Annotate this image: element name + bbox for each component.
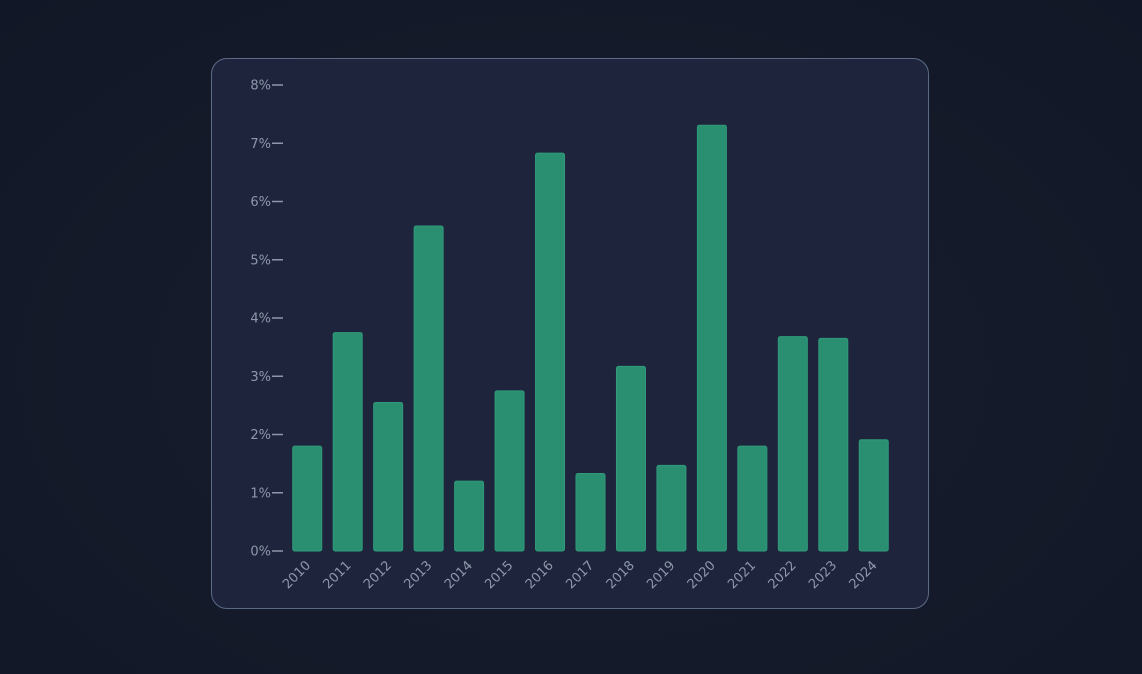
y-tick-label: 3% — [250, 370, 271, 385]
x-tick-label: 2013 — [401, 558, 435, 592]
bar-2010 — [292, 445, 323, 552]
bar-2015 — [494, 390, 525, 552]
y-tick-label: 2% — [250, 428, 271, 443]
bar-2013 — [413, 225, 444, 552]
bar-2024 — [858, 439, 889, 552]
y-tick-label: 0% — [250, 545, 271, 560]
x-tick-label: 2019 — [644, 558, 678, 592]
x-tick-label: 2012 — [361, 558, 395, 592]
bar-2023 — [818, 337, 849, 552]
x-tick-label: 2011 — [321, 558, 355, 592]
y-tick-label: 7% — [250, 137, 271, 152]
y-axis: 0% 1% 2% 3% 4% 5% 6% 7% 8% — [250, 79, 283, 560]
bar-2016 — [535, 152, 566, 552]
bar-2017 — [575, 473, 606, 552]
x-tick-label: 2023 — [806, 558, 840, 592]
bar-2011 — [332, 332, 363, 552]
x-axis: 2010 2011 2012 2013 2014 2015 2016 2017 2018 2019… — [280, 558, 881, 592]
x-tick-label: 2010 — [280, 558, 314, 592]
x-tick-label: 2016 — [523, 558, 557, 592]
bar-2019 — [656, 464, 687, 552]
y-tick-label: 4% — [250, 312, 271, 327]
bar-2018 — [615, 365, 646, 552]
y-tick-label: 6% — [250, 195, 271, 210]
x-tick-label: 2021 — [725, 558, 759, 592]
bars — [292, 124, 889, 552]
y-tick-label: 1% — [250, 486, 271, 501]
bar-chart: 0%1%2%3%4%5%6%7%8% 2010 2011 2012 2013 2014 2… — [250, 79, 889, 592]
x-tick-label: 2024 — [847, 558, 881, 592]
x-tick-label: 2022 — [766, 558, 800, 592]
x-tick-label: 2018 — [604, 558, 638, 592]
chart-card: 0% 1% 2% 3% 4% 5% 6% 7% 8% 2010 2011 2012 2013 2014 2… — [211, 58, 929, 609]
bar-2021 — [737, 445, 768, 552]
y-tick-label: 5% — [250, 253, 271, 268]
bar-2020 — [696, 124, 727, 552]
x-tick-label: 2015 — [482, 558, 516, 592]
y-tick-label: 8% — [250, 79, 271, 94]
x-tick-label: 2014 — [442, 558, 476, 592]
x-tick-label: 2017 — [563, 558, 597, 592]
bar-2022 — [777, 336, 808, 552]
x-tick-label: 2020 — [685, 558, 719, 592]
bar-2014 — [454, 480, 485, 552]
bar-2012 — [373, 401, 404, 552]
